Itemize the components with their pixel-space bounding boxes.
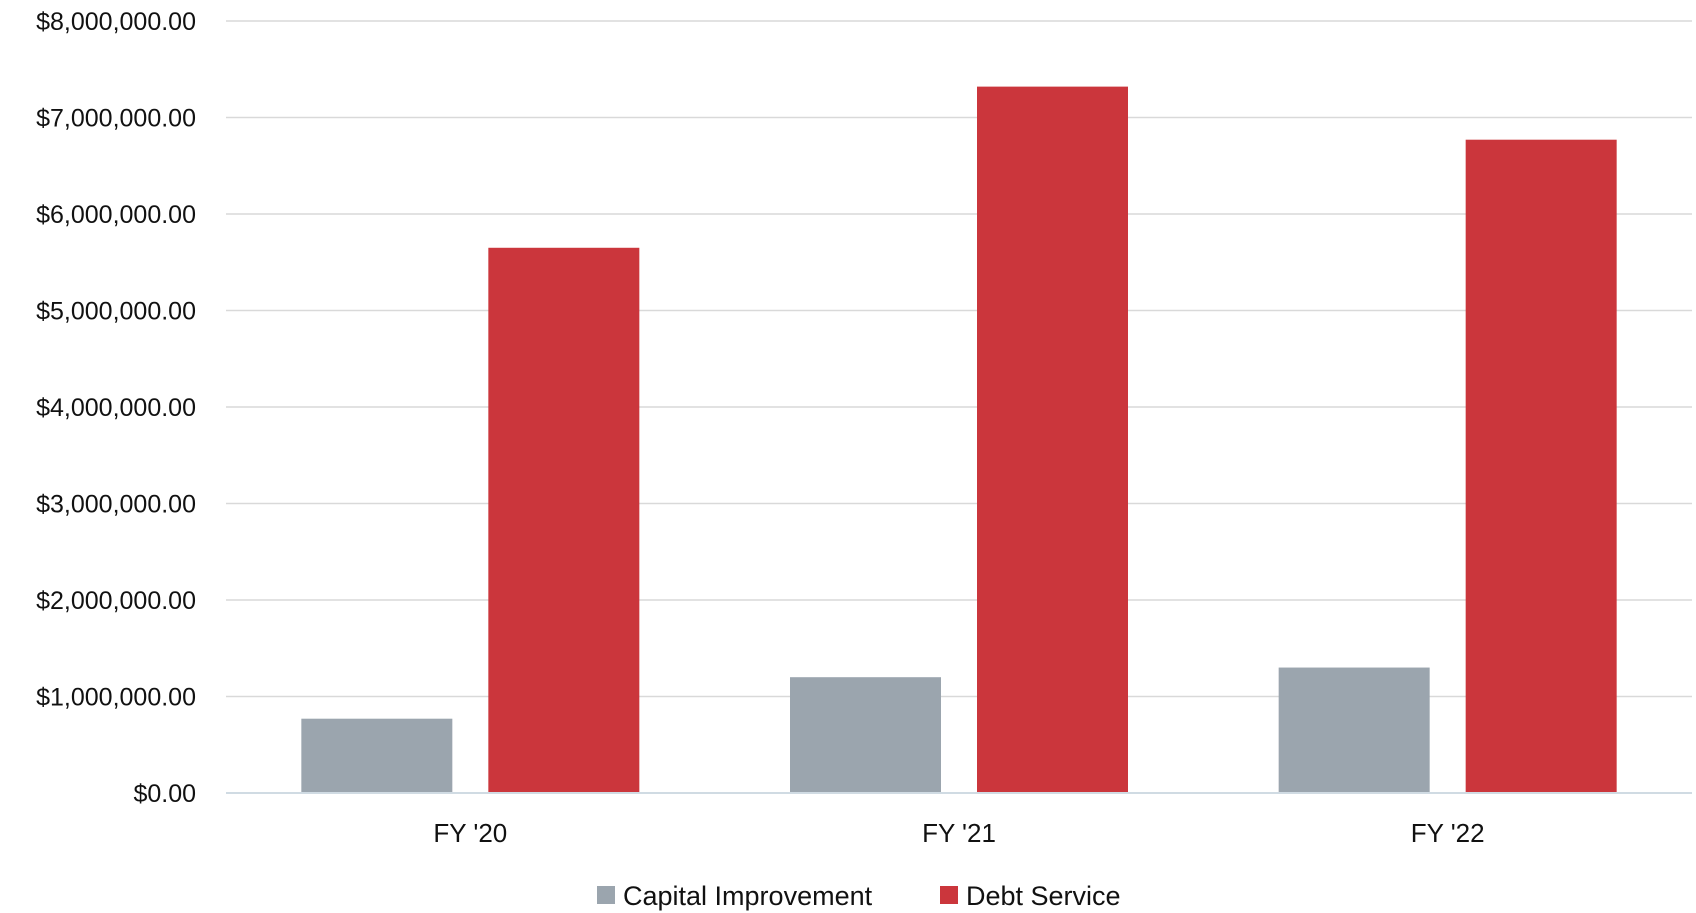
gridlines: [226, 20, 1692, 698]
legend: Capital Improvement Debt Service: [597, 881, 1121, 911]
y-tick-label: $0.00: [133, 780, 196, 808]
legend-swatch: [940, 886, 958, 904]
y-tick-label: $7,000,000.00: [36, 105, 196, 133]
x-tick-label: FY '21: [922, 818, 996, 848]
bars: [301, 86, 1617, 794]
x-tick-label: FY '20: [433, 818, 507, 848]
y-tick-label: $1,000,000.00: [36, 684, 196, 712]
bar-capital-improvement-2: [1278, 667, 1430, 793]
bar-debt-service-1: [977, 86, 1128, 794]
bar-debt-service-2: [1465, 139, 1617, 793]
y-tick-label: $3,000,000.00: [36, 491, 196, 519]
bar-capital-improvement-0: [301, 718, 453, 793]
bar-debt-service-0: [488, 247, 640, 793]
legend-label: Capital Improvement: [623, 881, 873, 911]
x-axis: FY '20 FY '21 FY '22: [226, 792, 1692, 848]
y-tick-label: $5,000,000.00: [36, 298, 196, 326]
y-tick-label: $8,000,000.00: [36, 8, 196, 36]
y-tick-label: $2,000,000.00: [36, 587, 196, 615]
y-tick-label: $4,000,000.00: [36, 394, 196, 422]
legend-label: Debt Service: [966, 881, 1121, 911]
legend-swatch: [597, 886, 615, 904]
bar-capital-improvement-1: [790, 677, 941, 793]
y-tick-label: $6,000,000.00: [36, 201, 196, 229]
y-axis: $0.00 $1,000,000.00 $2,000,000.00 $3,000,00…: [36, 8, 196, 808]
x-tick-label: FY '22: [1411, 818, 1485, 848]
